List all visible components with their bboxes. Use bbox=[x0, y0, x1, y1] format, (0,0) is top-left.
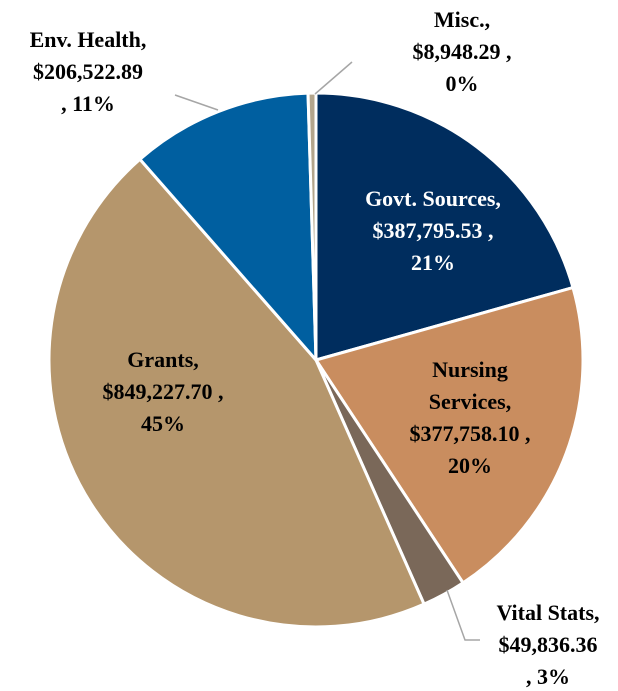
leader-line bbox=[174, 94, 219, 111]
pie-slice bbox=[47, 157, 427, 629]
slice-label: Vital Stats, bbox=[496, 600, 599, 625]
slice-label: $206,522.89 bbox=[33, 59, 143, 84]
slice-label: $49,836.36 bbox=[499, 632, 598, 657]
slice-label: , 3% bbox=[526, 664, 570, 689]
pie-slice bbox=[313, 285, 585, 585]
slice-label: 21% bbox=[411, 250, 455, 275]
pie-slice bbox=[314, 91, 575, 362]
slice-label: Nursing bbox=[432, 357, 508, 382]
slice-label: , 11% bbox=[61, 91, 115, 116]
slice-label: $849,227.70 , bbox=[103, 379, 224, 404]
slice-label: Misc., bbox=[434, 7, 490, 32]
slice-label: Services, bbox=[429, 389, 511, 414]
leader-line bbox=[446, 589, 480, 641]
leader-line bbox=[314, 61, 353, 95]
slice-label: Grants, bbox=[127, 347, 199, 372]
slice-label: 0% bbox=[446, 71, 479, 96]
slice-label: $377,758.10 , bbox=[410, 421, 531, 446]
slice-label: Env. Health, bbox=[30, 27, 147, 52]
slice-label: $8,948.29 , bbox=[413, 39, 512, 64]
slice-label: 20% bbox=[448, 453, 492, 478]
slice-label: $387,795.53 , bbox=[373, 218, 494, 243]
slice-label: Govt. Sources, bbox=[365, 186, 501, 211]
slice-label: 45% bbox=[141, 411, 185, 436]
pie-slice bbox=[137, 91, 318, 365]
